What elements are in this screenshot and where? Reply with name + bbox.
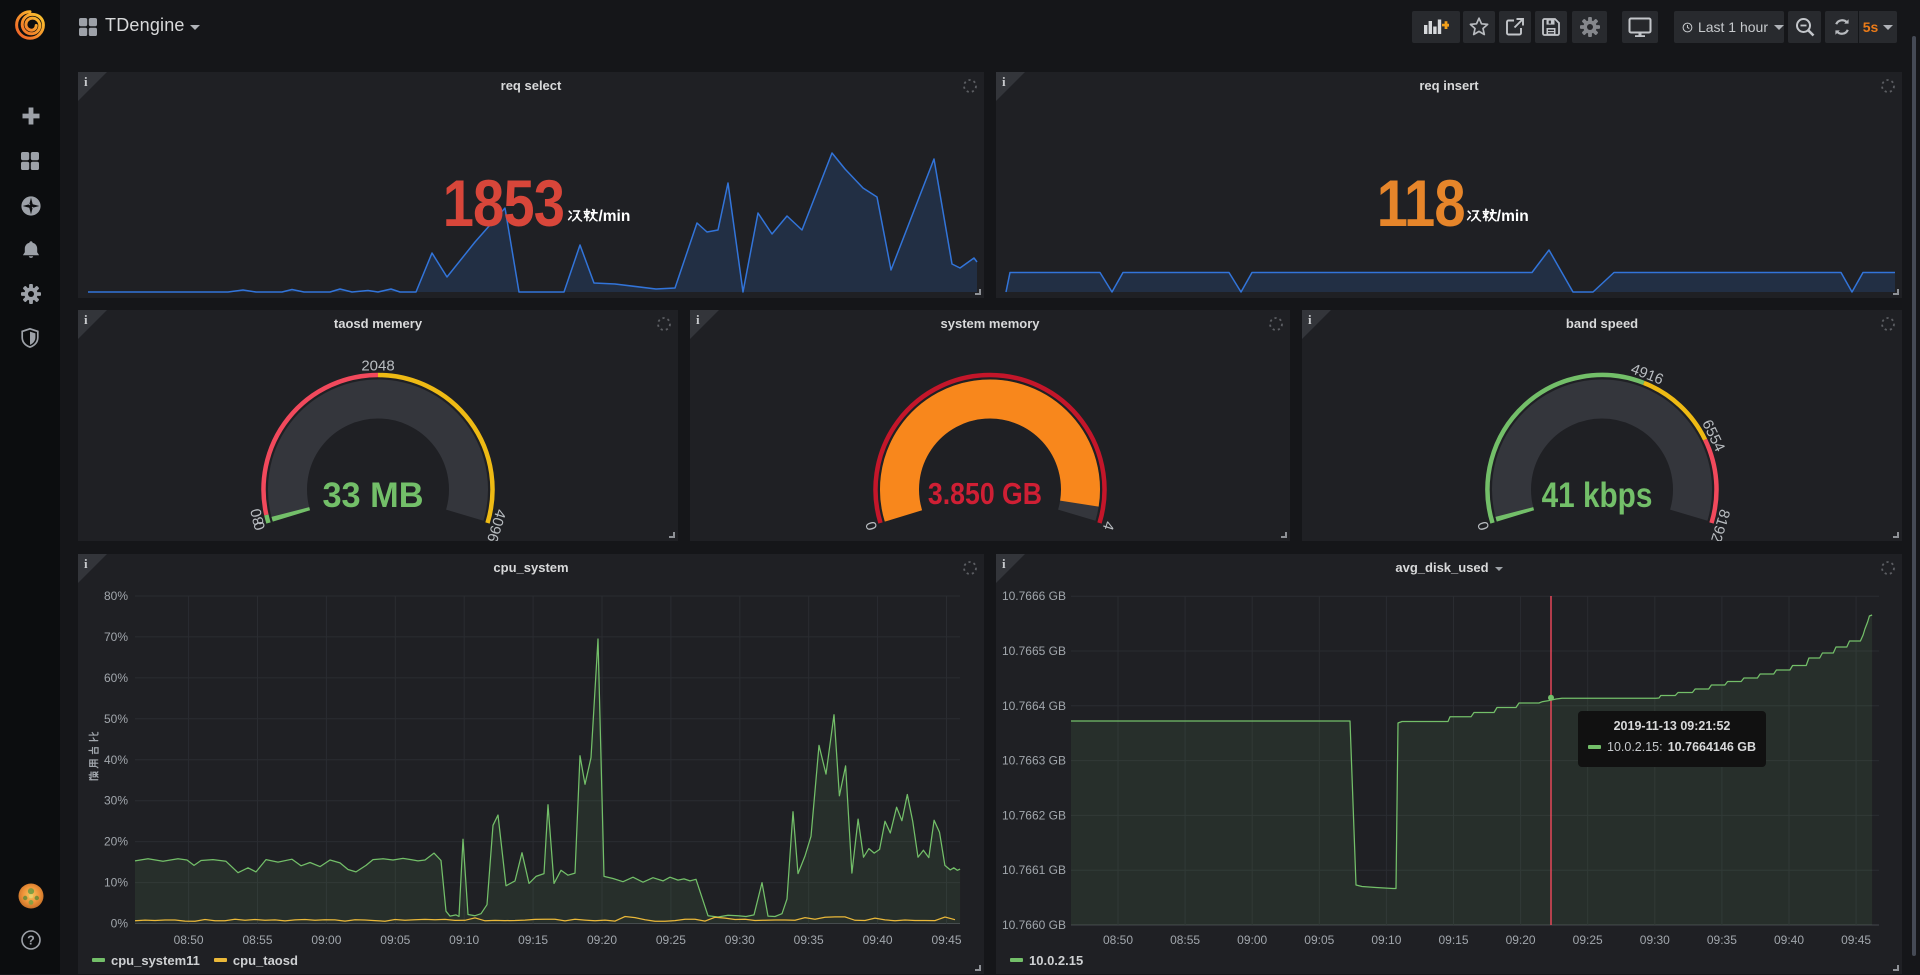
svg-text:0: 0 bbox=[1475, 519, 1494, 532]
svg-text:0%: 0% bbox=[111, 916, 129, 930]
svg-text:09:20: 09:20 bbox=[587, 933, 617, 947]
svg-text:09:00: 09:00 bbox=[311, 933, 341, 947]
svg-text:09:40: 09:40 bbox=[863, 933, 893, 947]
svg-text:70%: 70% bbox=[104, 629, 128, 643]
svg-text:09:35: 09:35 bbox=[794, 933, 824, 947]
svg-text:10.7665 GB: 10.7665 GB bbox=[1002, 644, 1066, 658]
svg-text:0: 0 bbox=[863, 519, 882, 532]
svg-text:09:05: 09:05 bbox=[1304, 933, 1334, 947]
svg-text:09:45: 09:45 bbox=[931, 933, 961, 947]
svg-text:08:55: 08:55 bbox=[242, 933, 272, 947]
svg-text:10.7666 GB: 10.7666 GB bbox=[1002, 589, 1066, 603]
svg-text:4: 4 bbox=[1099, 519, 1118, 532]
svg-text:09:05: 09:05 bbox=[380, 933, 410, 947]
svg-text:09:10: 09:10 bbox=[1371, 933, 1401, 947]
svg-text:08:50: 08:50 bbox=[1103, 933, 1133, 947]
svg-text:09:40: 09:40 bbox=[1774, 933, 1804, 947]
svg-text:09:10: 09:10 bbox=[449, 933, 479, 947]
svg-text:09:00: 09:00 bbox=[1237, 933, 1267, 947]
svg-text:10.7662 GB: 10.7662 GB bbox=[1002, 808, 1066, 822]
svg-text:50%: 50% bbox=[104, 711, 128, 725]
svg-text:40%: 40% bbox=[104, 752, 128, 766]
svg-text:09:25: 09:25 bbox=[1573, 933, 1603, 947]
svg-text:2048: 2048 bbox=[361, 357, 394, 374]
svg-text:09:30: 09:30 bbox=[1640, 933, 1670, 947]
svg-text:60%: 60% bbox=[104, 670, 128, 684]
svg-text:09:15: 09:15 bbox=[1438, 933, 1468, 947]
svg-text:80%: 80% bbox=[104, 589, 128, 603]
svg-text:08:50: 08:50 bbox=[174, 933, 204, 947]
svg-text:30%: 30% bbox=[104, 793, 128, 807]
svg-text:10.7660 GB: 10.7660 GB bbox=[1002, 918, 1066, 932]
svg-text:09:35: 09:35 bbox=[1707, 933, 1737, 947]
svg-text:?: ? bbox=[27, 934, 35, 948]
svg-text:09:30: 09:30 bbox=[725, 933, 755, 947]
svg-text:09:15: 09:15 bbox=[518, 933, 548, 947]
svg-text:10.7661 GB: 10.7661 GB bbox=[1002, 863, 1066, 877]
svg-text:10.7664 GB: 10.7664 GB bbox=[1002, 698, 1066, 712]
svg-text:80: 80 bbox=[247, 507, 267, 527]
svg-text:09:25: 09:25 bbox=[656, 933, 686, 947]
svg-text:10%: 10% bbox=[104, 875, 128, 889]
svg-text:09:45: 09:45 bbox=[1841, 933, 1871, 947]
svg-text:10.7663 GB: 10.7663 GB bbox=[1002, 753, 1066, 767]
svg-text:09:20: 09:20 bbox=[1506, 933, 1536, 947]
svg-text:20%: 20% bbox=[104, 834, 128, 848]
svg-text:08:55: 08:55 bbox=[1170, 933, 1200, 947]
